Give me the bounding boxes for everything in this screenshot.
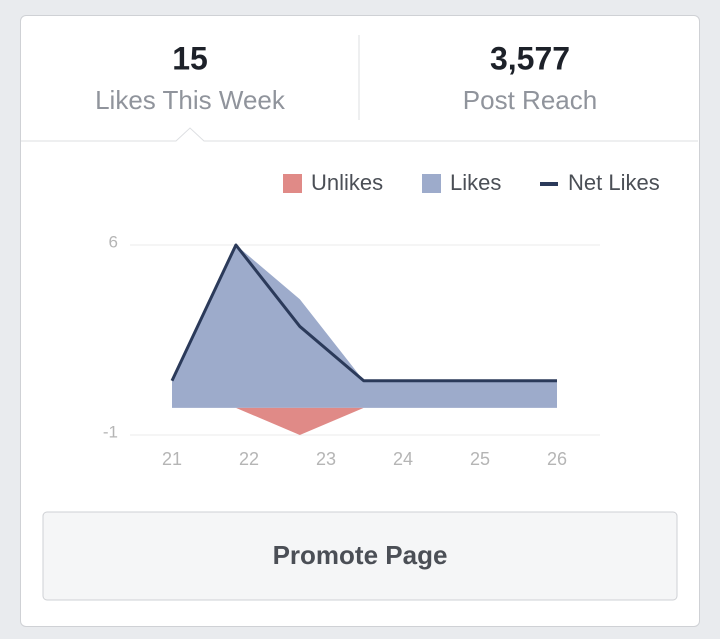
x-tick-label: 26 [547, 449, 567, 469]
chart: 6 -1 21 22 23 24 25 26 Unlikes Likes Net Likes [103, 170, 660, 469]
y-tick-label: 6 [109, 232, 118, 251]
legend-label: Unlikes [311, 170, 383, 195]
y-tick-label: -1 [103, 422, 118, 441]
x-tick-label: 24 [393, 449, 413, 469]
stat-label: Post Reach [463, 85, 597, 115]
area [172, 245, 557, 408]
legend-label: Likes [450, 170, 501, 195]
tab-pointer [21, 127, 698, 142]
area [172, 407, 557, 435]
x-tick-label: 21 [162, 449, 182, 469]
x-tick-label: 22 [239, 449, 259, 469]
legend-swatch [283, 174, 302, 193]
stat-label: Likes This Week [95, 85, 286, 115]
stat-value: 3,577 [490, 40, 570, 76]
promote-button[interactable] [42, 511, 678, 601]
x-tick-label: 25 [470, 449, 490, 469]
line [170, 243, 557, 383]
button-label[interactable]: Promote Page [273, 540, 448, 570]
legend-swatch [422, 174, 441, 193]
legend-label: Net Likes [568, 170, 660, 195]
stat-value: 15 [172, 40, 208, 76]
x-tick-label: 23 [316, 449, 336, 469]
